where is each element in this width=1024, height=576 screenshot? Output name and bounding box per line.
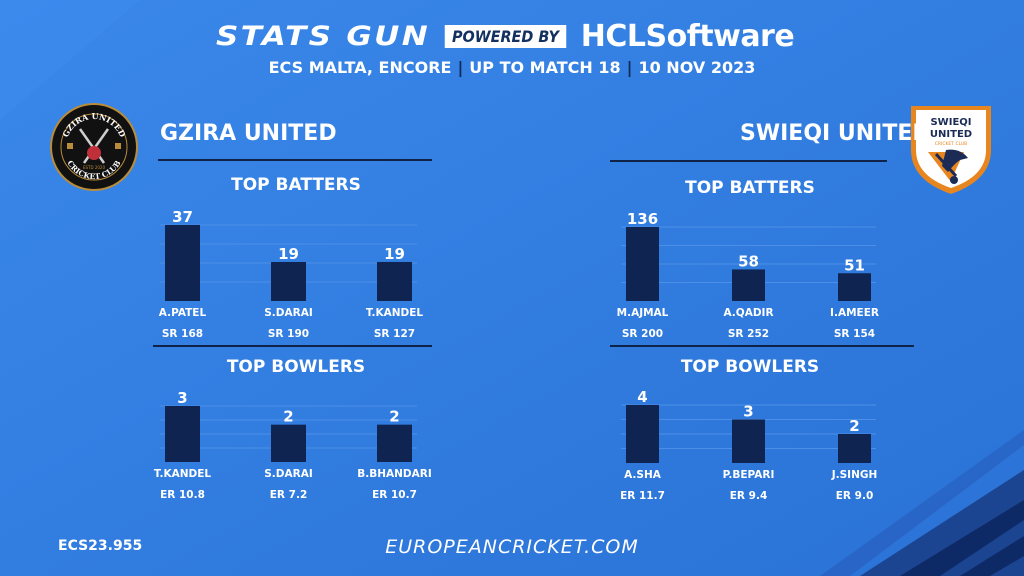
bar <box>732 419 765 463</box>
bar <box>838 434 871 463</box>
bar <box>271 261 306 301</box>
gzira-batters-title: TOP BATTERS <box>231 175 361 195</box>
category-label: T.KANDEL <box>154 468 211 480</box>
bar-chart-2: 136 M.AJMAL SR 200 58 A.QADIR SR 252 51 I.AMEER… <box>617 210 879 340</box>
stat-label: ER 10.8 <box>160 489 205 501</box>
category-label: S.DARAI <box>264 468 313 480</box>
swieqi-bowlers-title: TOP BOWLERS <box>680 357 820 377</box>
bar <box>377 424 412 462</box>
bar <box>271 424 306 462</box>
stat-label: SR 154 <box>834 328 875 340</box>
svg-text:CRICKET CLUB: CRICKET CLUB <box>935 141 968 147</box>
bar <box>165 406 200 462</box>
category-label: A.QADIR <box>723 307 773 319</box>
bar <box>838 273 871 301</box>
svg-text:SWIEQI: SWIEQI <box>930 117 971 128</box>
data-label: 58 <box>738 252 759 270</box>
stat-label: ER 9.4 <box>730 490 768 502</box>
swieqi-united-crest: SWIEQI UNITED CRICKET CLUB <box>911 106 991 194</box>
category-label: B.BHANDARI <box>357 468 432 480</box>
divider-gzira-mid <box>153 345 432 347</box>
category-label: S.DARAI <box>264 307 313 319</box>
bar <box>626 227 659 301</box>
gzira-bowlers-title: TOP BOWLERS <box>226 357 366 377</box>
bar <box>626 405 659 463</box>
stat-label: SR 252 <box>728 328 769 340</box>
stat-label: SR 168 <box>162 328 203 340</box>
data-label: 136 <box>627 210 658 228</box>
bar <box>165 225 200 301</box>
stat-label: SR 200 <box>622 328 663 340</box>
category-label: A.SHA <box>624 469 662 481</box>
data-label: 3 <box>743 403 753 421</box>
category-label: T.KANDEL <box>366 307 423 319</box>
data-label: 2 <box>849 417 859 435</box>
category-label: M.AJMAL <box>617 307 669 319</box>
subtitle: ECS MALTA, ENCORE | UP TO MATCH 18 | 10 NOV … <box>0 58 1024 77</box>
category-label: A.PATEL <box>159 307 207 319</box>
data-label: 37 <box>172 208 193 226</box>
subtitle-date: 10 NOV 2023 <box>638 58 756 77</box>
data-label: 19 <box>278 245 299 263</box>
data-label: 51 <box>844 256 865 274</box>
subtitle-event: ECS MALTA, ENCORE <box>268 58 452 77</box>
svg-text:UNITED: UNITED <box>930 129 972 140</box>
powered-by-badge: POWERED BY <box>444 24 567 48</box>
subtitle-range: UP TO MATCH 18 <box>469 58 621 77</box>
data-label: 19 <box>384 245 405 263</box>
stat-label: ER 10.7 <box>372 489 417 501</box>
brand-header: STATS GUN POWERED BY HCLSoftware <box>0 14 1024 58</box>
divider-swieqi-mid <box>610 345 914 347</box>
footer-website-link[interactable]: EUROPEANCRICKET.COM <box>385 536 639 558</box>
data-label: 2 <box>283 408 293 426</box>
category-label: P.BEPARI <box>723 469 775 481</box>
team-name-gzira: GZIRA UNITED <box>160 121 337 146</box>
stat-label: SR 190 <box>268 328 309 340</box>
gzira-united-crest: GZIRA UNITED CRICKET CLUB ESTD 2020 <box>50 103 138 191</box>
bar-chart-3: 4 A.SHA ER 11.7 3 P.BEPARI ER 9.4 2 J.SINGH ER 9… <box>620 388 877 502</box>
stat-label: SR 127 <box>374 328 415 340</box>
bar <box>377 261 412 301</box>
stats-gun-logo: STATS GUN <box>215 20 430 52</box>
svg-text:ESTD 2020: ESTD 2020 <box>83 165 105 170</box>
stat-label: ER 11.7 <box>620 490 665 502</box>
bar <box>732 269 765 301</box>
stat-label: ER 9.0 <box>836 490 874 502</box>
category-label: I.AMEER <box>830 307 879 319</box>
swieqi-batters-title: TOP BATTERS <box>685 178 815 198</box>
data-label: 3 <box>177 389 187 407</box>
divider-gzira-name <box>158 159 432 161</box>
subtitle-separator: | <box>457 58 464 77</box>
data-label: 4 <box>637 388 647 406</box>
stat-label: ER 7.2 <box>270 489 308 501</box>
footer-code: ECS23.955 <box>58 538 143 554</box>
hcl-software-logo: HCLSoftware <box>580 18 795 54</box>
category-label: J.SINGH <box>831 469 878 481</box>
bar-chart-1: 3 T.KANDEL ER 10.8 2 S.DARAI ER 7.2 2 B.BHANDAR… <box>154 389 432 501</box>
divider-swieqi-name <box>610 160 887 162</box>
subtitle-separator: | <box>626 58 633 77</box>
team-name-swieqi: SWIEQI UNITED <box>740 121 931 146</box>
bar-chart-0: 37 A.PATEL SR 168 19 S.DARAI SR 190 19 T.KANDEL… <box>159 208 424 340</box>
data-label: 2 <box>389 408 399 426</box>
